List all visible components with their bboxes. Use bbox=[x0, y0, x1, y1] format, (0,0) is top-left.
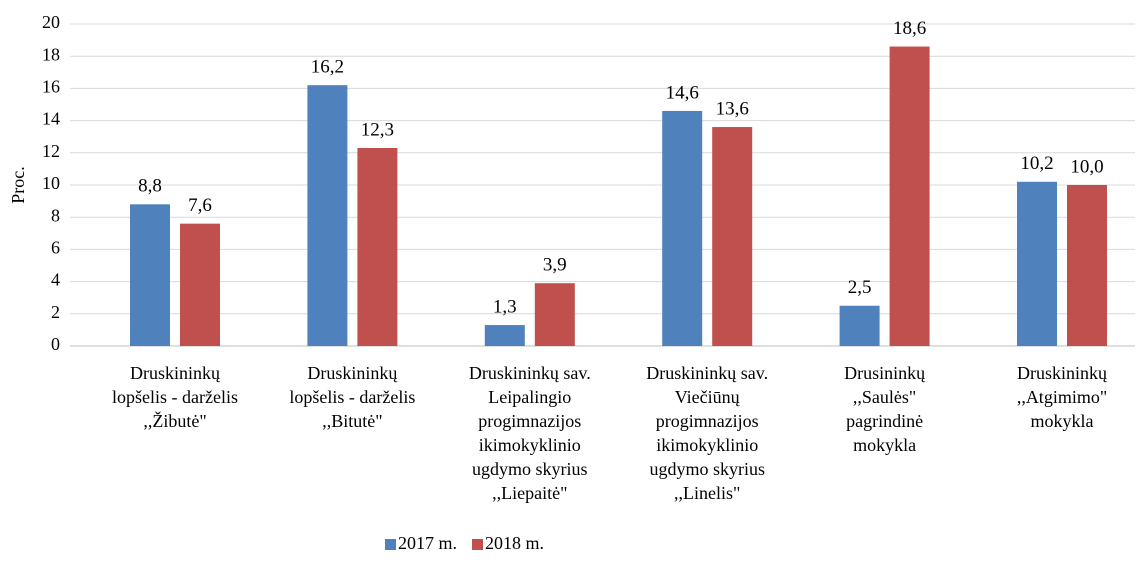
y-tick-label: 4 bbox=[51, 270, 60, 290]
y-tick-label: 14 bbox=[42, 109, 60, 129]
x-tick-label-line: ikimokyklinio bbox=[656, 435, 758, 455]
x-tick-label-line: Druskininkų bbox=[307, 363, 398, 383]
value-label: 14,6 bbox=[666, 82, 699, 103]
y-tick-label: 12 bbox=[42, 141, 60, 161]
x-tick-label: Druskininkų lopšelis - darželis ,,Žibutė" bbox=[112, 363, 238, 431]
x-tick-label: Drusininkų ,,Saulės" pagrindinė mokykla bbox=[844, 363, 926, 455]
value-label: 10,2 bbox=[1020, 153, 1053, 174]
x-tick-label-line: progimnazijos bbox=[656, 411, 759, 431]
x-tick-label-line: Leipalingio bbox=[488, 387, 571, 407]
bar bbox=[180, 223, 220, 346]
bar bbox=[662, 110, 703, 346]
value-label: 18,6 bbox=[893, 18, 926, 39]
value-label: 3,9 bbox=[543, 255, 567, 276]
legend-swatch bbox=[385, 539, 396, 550]
bar bbox=[307, 85, 348, 347]
y-tick-label: 16 bbox=[42, 77, 60, 97]
x-tick-label-line: Druskininkų bbox=[130, 363, 221, 383]
x-tick-label-line: pagrindinė bbox=[846, 411, 923, 431]
x-tick-label-line: ikimokyklinio bbox=[479, 435, 581, 455]
legend-label: 2017 m. bbox=[398, 533, 457, 553]
x-tick-label-line: ,,Bitutė" bbox=[322, 411, 382, 431]
y-axis-label: Proc. bbox=[8, 166, 28, 204]
x-tick-label-line: mokykla bbox=[853, 435, 916, 455]
legend-label: 2018 m. bbox=[485, 533, 544, 553]
bar bbox=[357, 147, 398, 346]
x-tick-label-line: Druskininkų sav. bbox=[469, 363, 591, 383]
y-tick-label: 20 bbox=[42, 12, 60, 32]
y-tick-label: 8 bbox=[51, 205, 60, 225]
x-tick-label-line: Druskininkų bbox=[1017, 363, 1108, 383]
x-tick-label-line: Druskininkų sav. bbox=[646, 363, 768, 383]
y-tick-label: 10 bbox=[42, 173, 60, 193]
bar bbox=[130, 204, 170, 346]
bar bbox=[889, 46, 930, 346]
x-tick-label-line: mokykla bbox=[1031, 411, 1094, 431]
bar bbox=[839, 305, 880, 346]
x-tick-label-line: ugdymo skyrius bbox=[649, 459, 765, 479]
x-tick-label: Druskininkų lopšelis - darželis ,,Bitutė" bbox=[289, 363, 415, 431]
x-tick-label-line: Viečiūnų bbox=[675, 387, 741, 407]
x-tick-label-line: progimnazijos bbox=[478, 411, 581, 431]
value-label: 12,3 bbox=[361, 119, 394, 140]
x-tick-label: Druskininkų sav. Leipalingio progimnazijos… bbox=[469, 363, 591, 503]
x-tick-label-line: lopšelis - darželis bbox=[112, 387, 238, 407]
y-tick-label: 18 bbox=[42, 44, 60, 64]
y-tick-label: 0 bbox=[51, 334, 60, 354]
value-label: 10,0 bbox=[1070, 156, 1103, 177]
x-tick-label-line: lopšelis - darželis bbox=[289, 387, 415, 407]
bar bbox=[712, 127, 753, 346]
value-label: 7,6 bbox=[188, 195, 212, 216]
value-label: 13,6 bbox=[716, 98, 749, 119]
x-tick-label: Druskininkų sav. Viečiūnų progimnazijos iki… bbox=[646, 363, 768, 503]
y-tick-label: 6 bbox=[51, 238, 60, 258]
value-label: 2,5 bbox=[848, 277, 872, 298]
bar bbox=[1017, 181, 1057, 346]
value-label: 8,8 bbox=[138, 176, 162, 197]
y-tick-label: 2 bbox=[51, 302, 60, 322]
bar bbox=[484, 325, 525, 346]
x-tick-label: Druskininkų ,,Atgimimo" mokykla bbox=[1017, 363, 1108, 431]
value-label: 16,2 bbox=[311, 57, 344, 78]
x-tick-label-line: ,,Atgimimo" bbox=[1017, 387, 1107, 407]
value-label: 1,3 bbox=[493, 296, 517, 317]
bar bbox=[1067, 185, 1107, 346]
legend-swatch bbox=[472, 539, 483, 550]
x-tick-label-line: ,,Linelis" bbox=[674, 483, 740, 503]
x-tick-label-line: Drusininkų bbox=[844, 363, 926, 383]
x-tick-label-line: ,,Žibutė" bbox=[143, 410, 206, 431]
bar bbox=[534, 283, 575, 346]
x-tick-label-line: ,,Liepaitė" bbox=[492, 483, 567, 503]
x-tick-label-line: ,,Saulės" bbox=[853, 387, 916, 407]
x-tick-label-line: ugdymo skyrius bbox=[472, 459, 588, 479]
